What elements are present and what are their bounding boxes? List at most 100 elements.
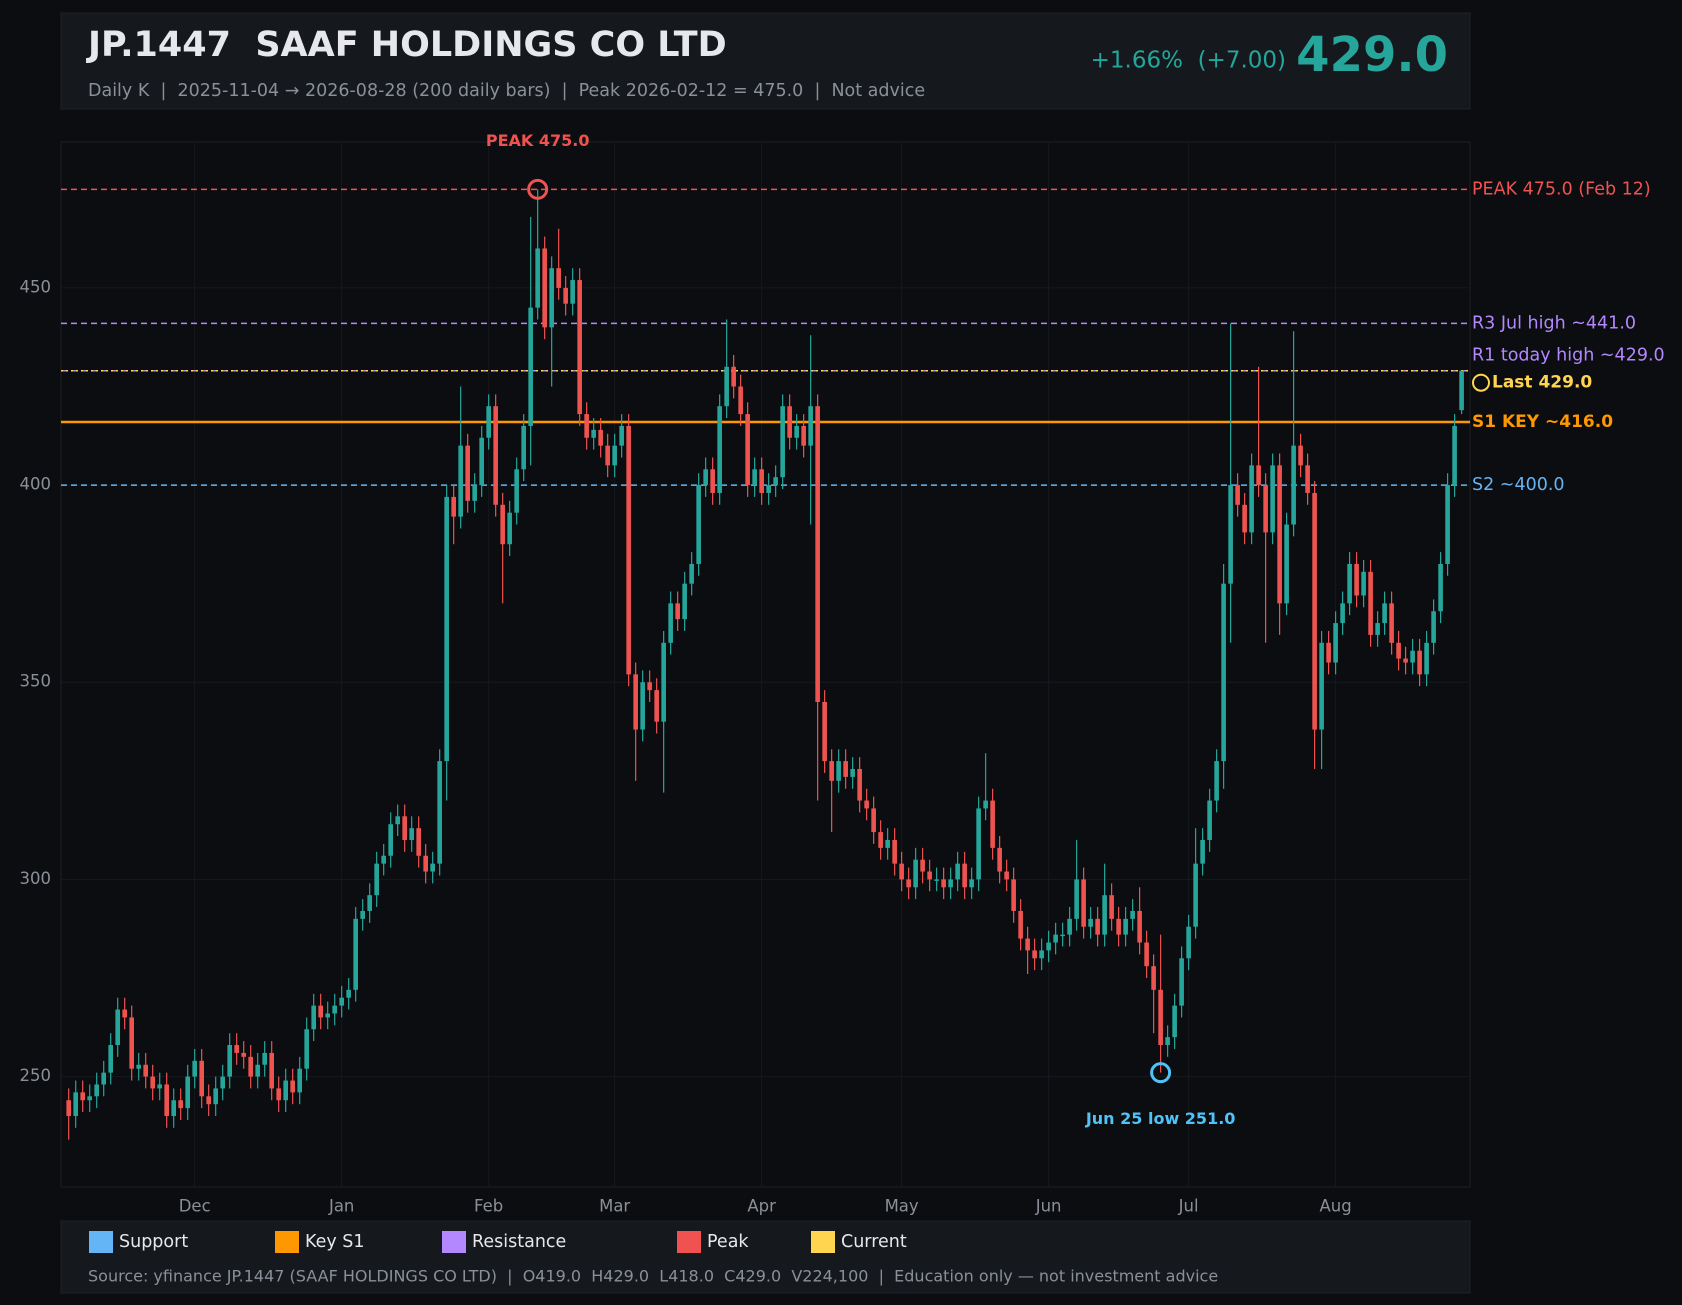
annotation-marker: [1150, 1062, 1172, 1084]
candle-body: [598, 429, 603, 446]
candle-body: [717, 406, 722, 493]
candle-body: [1060, 934, 1065, 937]
candle-body: [1249, 465, 1254, 533]
candle-body: [479, 437, 484, 486]
candle-body: [1221, 583, 1226, 762]
candle-body: [1053, 934, 1058, 943]
candle-body: [80, 1092, 86, 1101]
candle-body: [885, 839, 890, 848]
candle-body: [983, 800, 988, 809]
candle-body: [1151, 966, 1156, 990]
level-label: S2 ~400.0: [1472, 475, 1565, 495]
candle-body: [941, 879, 946, 888]
candle-body: [262, 1052, 267, 1065]
candle-body: [927, 871, 932, 880]
candle-body: [1312, 492, 1317, 730]
candle-body: [528, 307, 533, 426]
candle-body: [1025, 938, 1030, 951]
candle-body: [129, 1017, 135, 1069]
candle-body: [682, 583, 687, 620]
candle-body: [731, 366, 736, 387]
candle-body: [1459, 370, 1464, 411]
candle-body: [1347, 563, 1352, 604]
candle-body: [493, 406, 498, 505]
header-panel: [60, 12, 1471, 110]
price: 429.0: [1296, 27, 1448, 83]
candle-body: [1277, 465, 1282, 604]
candle-body: [185, 1076, 191, 1109]
candle-body: [850, 769, 855, 777]
candle-body: [108, 1045, 114, 1073]
candle-body: [290, 1080, 295, 1093]
candle-body: [1109, 895, 1114, 919]
candle-body: [241, 1052, 246, 1057]
current-marker: [1472, 373, 1490, 392]
candle-body: [920, 859, 925, 872]
candle-body: [269, 1052, 274, 1089]
candle-body: [710, 469, 715, 493]
candle-body: [318, 1005, 323, 1018]
legend-swatch: [275, 1231, 299, 1253]
candle-body: [339, 997, 344, 1006]
candle-body: [822, 701, 827, 762]
candle-body: [633, 674, 638, 730]
level-label: S1 KEY ~416.0: [1472, 412, 1613, 432]
candle-body: [1305, 465, 1310, 493]
candle-body: [815, 406, 820, 702]
x-tick-label: May: [885, 1197, 919, 1216]
y-tick-label: 250: [20, 1066, 52, 1085]
annotation-label: Jun 25 low 251.0: [1085, 1109, 1236, 1128]
candle-body: [234, 1045, 239, 1053]
x-tick-label: Jan: [328, 1197, 354, 1216]
candle-body: [73, 1092, 79, 1117]
candle-body: [948, 879, 953, 888]
candle-body: [409, 828, 414, 840]
annotation-marker: [527, 178, 549, 200]
candle-body: [1340, 603, 1345, 624]
candle-body: [1375, 623, 1380, 635]
y-tick-label: 350: [20, 672, 52, 691]
candle-body: [1270, 465, 1275, 533]
candle-body: [899, 863, 904, 880]
candle-body: [801, 425, 806, 446]
candle-body: [1186, 926, 1191, 959]
candle-body: [521, 425, 526, 470]
candle-body: [164, 1084, 170, 1117]
candle-body: [1081, 879, 1086, 927]
candle-body: [1130, 910, 1135, 919]
candle-body: [668, 603, 673, 643]
candle-body: [1032, 950, 1037, 959]
candle-body: [1088, 918, 1093, 927]
legend-label: Key S1: [305, 1232, 365, 1252]
y-tick-label: 300: [20, 869, 52, 888]
candle-body: [766, 485, 771, 493]
candle-body: [423, 855, 428, 872]
legend-label: Peak: [707, 1232, 749, 1252]
candle-body: [542, 248, 547, 328]
candle-body: [1018, 910, 1023, 939]
x-tick-label: Dec: [179, 1197, 211, 1216]
candle-body: [1123, 918, 1128, 935]
candle-body: [465, 445, 470, 501]
candle-body: [661, 642, 666, 722]
candle-body: [871, 808, 876, 833]
candle-body: [1144, 942, 1149, 967]
candle-body: [416, 828, 421, 856]
legend-swatch: [677, 1231, 701, 1253]
candle-body: [773, 477, 778, 486]
candle-body: [647, 682, 652, 691]
candle-body: [332, 1005, 337, 1014]
candle-body: [808, 406, 813, 446]
y-tick-label: 400: [20, 475, 52, 494]
candle-body: [297, 1068, 302, 1093]
candle-body: [430, 863, 435, 872]
candle-body: [1235, 485, 1240, 505]
candle-body: [346, 989, 351, 998]
candle-body: [1445, 485, 1450, 564]
candle-body: [227, 1045, 232, 1077]
price-change: +1.66% (+7.00): [1091, 48, 1286, 74]
candle-body: [1361, 571, 1366, 596]
candle-body: [248, 1056, 253, 1077]
candle-body: [878, 832, 883, 848]
